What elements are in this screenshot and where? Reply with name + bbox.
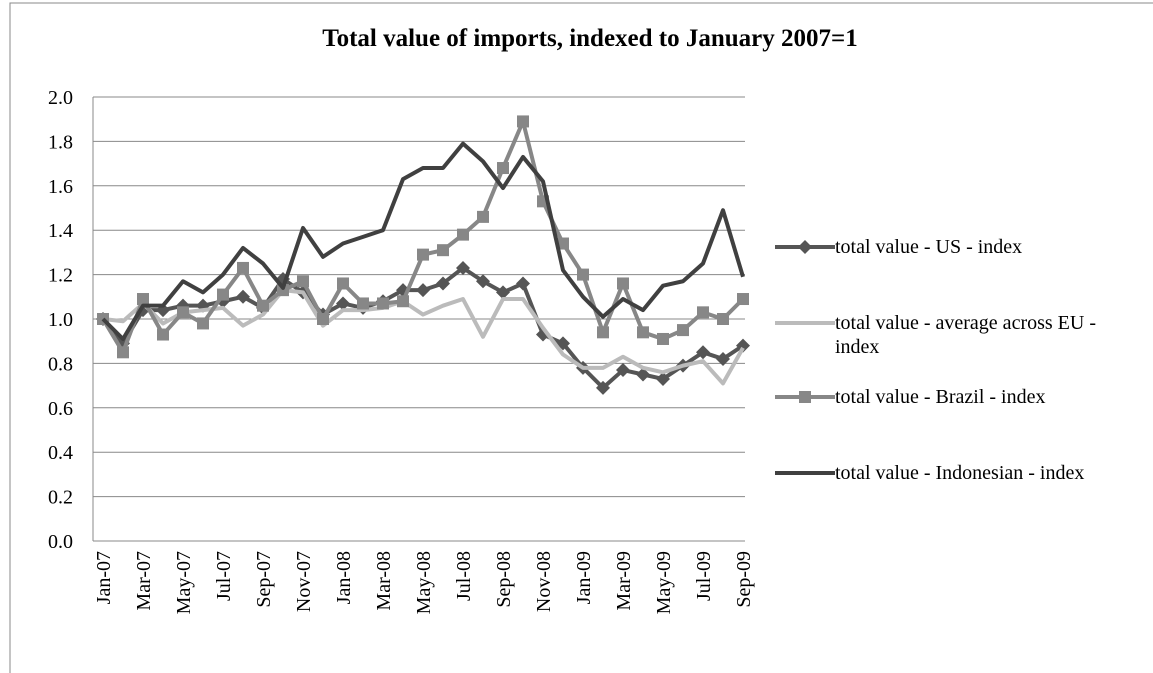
y-tick-label: 0.4 [48,442,73,464]
point [596,380,610,395]
point [177,306,189,319]
point [617,277,629,290]
frame [9,2,1153,673]
x-tick-label: May-09 [653,551,675,614]
x-tick-label: Jul-08 [453,551,475,601]
point [657,332,669,345]
point [717,313,729,325]
point [416,283,430,298]
x-tick-label: Sep-07 [253,551,275,608]
x-tick-label: Mar-09 [613,551,635,611]
legend-item: total value - US - index [775,235,1135,259]
point [456,260,470,275]
x-tick-label: Mar-07 [133,551,155,611]
legend-swatch [775,240,835,254]
x-tick-label: Jul-07 [213,551,235,601]
legend-marker [799,391,811,403]
point [597,326,609,339]
y-tick-label: 1.8 [48,131,73,153]
point [656,371,670,386]
y-tick-label: 1.0 [48,309,73,331]
series-line [102,288,745,386]
legend-label: total value - US - index [835,236,1023,258]
x-tick-label: Sep-09 [733,551,755,608]
point [437,244,449,257]
point [257,299,269,312]
point [377,297,389,310]
y-tick-label: 0.8 [48,353,73,375]
point [716,351,730,366]
x-tick-label: Mar-08 [373,551,395,611]
x-tick-label: Jul-09 [693,551,715,601]
point [577,268,589,281]
x-tick-label: May-07 [173,551,195,614]
legend-label: total value - Brazil - index [835,386,1046,408]
point [517,115,529,128]
legend-swatch [775,321,835,325]
x-tick-label: Sep-08 [493,551,515,608]
y-tick-label: 1.2 [48,265,73,287]
y-tick-label: 1.4 [48,220,73,242]
point [297,275,309,288]
point [236,289,250,304]
point [636,367,650,382]
point [476,274,490,289]
legend-label: total value - average across EU - index [835,312,1096,358]
point [457,228,469,241]
point [616,363,630,378]
legend-swatch [775,471,835,475]
legend-swatch [775,391,835,403]
point [496,285,510,300]
point [436,276,450,291]
point [137,293,149,306]
y-tick-label: 0.6 [48,398,73,420]
point [737,293,749,306]
x-tick-label: Jan-08 [333,551,355,604]
legend-item: total value - average across EU - index [775,311,1135,359]
y-tick-label: 0.0 [48,531,73,553]
x-tick-label: Nov-07 [293,551,315,612]
legend-item: total value - Indonesian - index [775,461,1135,485]
chart-title: Total value of imports, indexed to Janua… [322,25,858,52]
point [736,338,750,353]
x-tick-label: Jan-09 [573,551,595,604]
legend-item: total value - Brazil - index [775,385,1135,409]
point [677,324,689,337]
point [197,317,209,330]
point [417,248,429,261]
x-tick-label: May-08 [413,551,435,614]
point [357,297,369,310]
point [557,237,569,250]
point [477,210,489,223]
point [697,306,709,319]
point [317,313,329,325]
point [157,328,169,341]
point [337,277,349,290]
legend-marker [798,240,812,254]
point [336,296,350,311]
point [217,288,229,301]
point [637,326,649,339]
point [117,346,129,359]
x-tick-label: Jan-07 [93,551,115,604]
point [516,276,530,291]
point [497,162,509,175]
y-tick-label: 2.0 [48,87,73,109]
y-tick-label: 0.2 [48,487,73,509]
legend-label: total value - Indonesian - index [835,462,1085,484]
y-tick-label: 1.6 [48,176,73,198]
series-line [101,141,745,341]
point [237,261,249,274]
point [696,345,710,360]
point [397,295,409,308]
x-tick-label: Nov-08 [533,551,555,612]
